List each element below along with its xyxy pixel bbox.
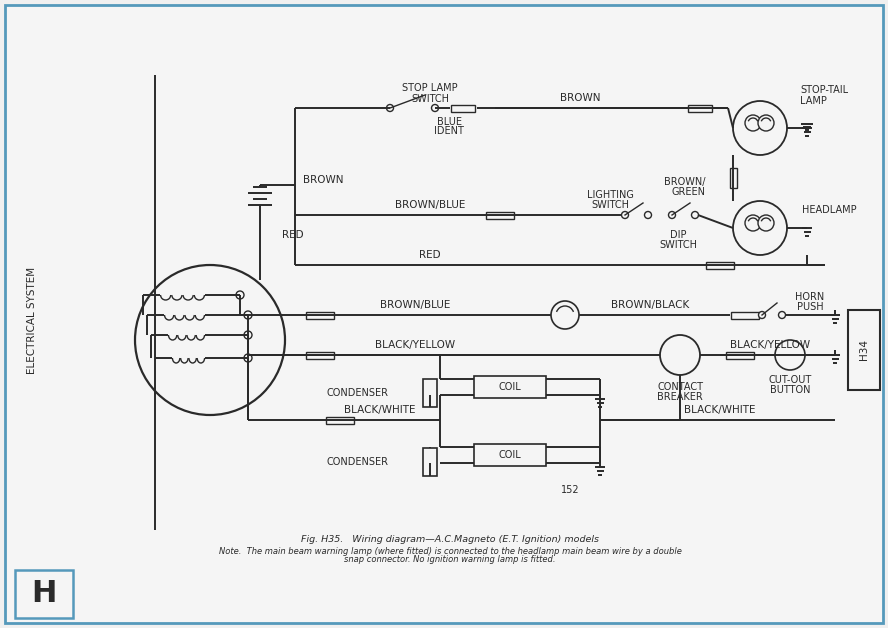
Bar [848,310,880,390]
Text: BLACK/WHITE: BLACK/WHITE [345,405,416,415]
Circle shape [386,104,393,112]
Text: BROWN: BROWN [559,93,600,103]
Bar [486,212,514,219]
Text: BLACK/WHITE: BLACK/WHITE [685,405,756,415]
Text: CONTACT: CONTACT [657,382,703,392]
Text: HORN: HORN [796,292,825,302]
Circle shape [733,201,787,255]
Circle shape [779,311,786,318]
Bar [474,376,546,398]
Text: Note.  The main beam warning lamp (where fitted) is connected to the headlamp ma: Note. The main beam warning lamp (where … [218,546,681,556]
Bar [706,261,734,269]
Text: BROWN/BLUE: BROWN/BLUE [395,200,465,210]
Text: BROWN/BLACK: BROWN/BLACK [611,300,689,310]
Text: 152: 152 [560,485,579,495]
Text: BLACK/YELLOW: BLACK/YELLOW [730,340,810,350]
Text: H34: H34 [859,340,869,360]
Bar [306,352,334,359]
Text: BLACK/YELLOW: BLACK/YELLOW [375,340,455,350]
Circle shape [758,311,765,318]
Text: CUT-OUT: CUT-OUT [768,375,812,385]
Bar [423,448,437,476]
Bar [306,311,334,318]
Text: BROWN/: BROWN/ [663,177,705,187]
Circle shape [669,212,676,219]
Text: Fig. H35.   Wiring diagram—A.C.Magneto (E.T. Ignition) models: Fig. H35. Wiring diagram—A.C.Magneto (E.… [301,536,599,544]
Text: COIL: COIL [499,450,521,460]
Text: LAMP: LAMP [800,96,827,106]
Bar [451,104,475,112]
Circle shape [745,115,761,131]
Text: HEADLAMP: HEADLAMP [802,205,857,215]
Text: H: H [31,580,57,609]
Circle shape [236,291,244,299]
Text: RED: RED [282,230,304,240]
Circle shape [244,331,252,339]
Text: CONDENSER: CONDENSER [326,388,388,398]
Text: STOP-TAIL: STOP-TAIL [800,85,848,95]
Text: GREEN: GREEN [671,187,705,197]
Text: SWITCH: SWITCH [659,240,697,250]
Bar [326,416,354,423]
Text: COIL: COIL [499,382,521,392]
Circle shape [733,101,787,155]
Bar [688,104,712,112]
Text: SWITCH: SWITCH [591,200,629,210]
Text: BLUE: BLUE [437,117,462,127]
Bar [474,444,546,466]
Circle shape [745,215,761,231]
Text: RED: RED [419,250,440,260]
Circle shape [758,115,774,131]
Text: STOP LAMP: STOP LAMP [402,83,458,93]
Text: IDENT: IDENT [434,126,464,136]
Text: BREAKER: BREAKER [657,392,703,402]
Circle shape [551,301,579,329]
Circle shape [660,335,700,375]
Text: BUTTON: BUTTON [770,385,810,395]
Text: snap connector. No ignition warning lamp is fitted.: snap connector. No ignition warning lamp… [345,556,556,565]
Circle shape [775,340,805,370]
Circle shape [135,265,285,415]
Bar [423,379,437,407]
Circle shape [645,212,652,219]
Circle shape [758,215,774,231]
Bar [730,168,736,188]
Circle shape [244,311,252,319]
Text: SWITCH: SWITCH [411,94,449,104]
Text: BROWN/BLUE: BROWN/BLUE [380,300,450,310]
Circle shape [432,104,439,112]
Text: CONDENSER: CONDENSER [326,457,388,467]
Text: DIP: DIP [670,230,686,240]
Bar [726,352,754,359]
Bar [15,570,73,618]
Text: LIGHTING: LIGHTING [587,190,633,200]
Text: PUSH: PUSH [797,302,823,312]
Circle shape [692,212,699,219]
Text: ELECTRICAL SYSTEM: ELECTRICAL SYSTEM [27,266,37,374]
Bar [731,311,759,318]
Circle shape [244,354,252,362]
Text: BROWN: BROWN [303,175,344,185]
Circle shape [622,212,629,219]
